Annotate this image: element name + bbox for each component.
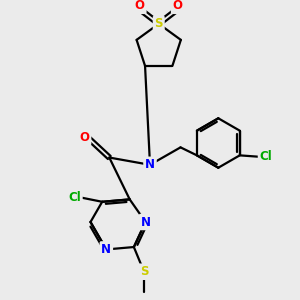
Text: S: S bbox=[154, 17, 163, 30]
Text: O: O bbox=[172, 0, 183, 12]
Text: N: N bbox=[140, 215, 151, 229]
Text: N: N bbox=[145, 158, 155, 171]
Text: Cl: Cl bbox=[68, 191, 81, 204]
Text: S: S bbox=[140, 265, 148, 278]
Text: O: O bbox=[80, 131, 90, 144]
Text: O: O bbox=[135, 0, 145, 12]
Text: Cl: Cl bbox=[260, 150, 272, 163]
Text: N: N bbox=[101, 243, 111, 256]
